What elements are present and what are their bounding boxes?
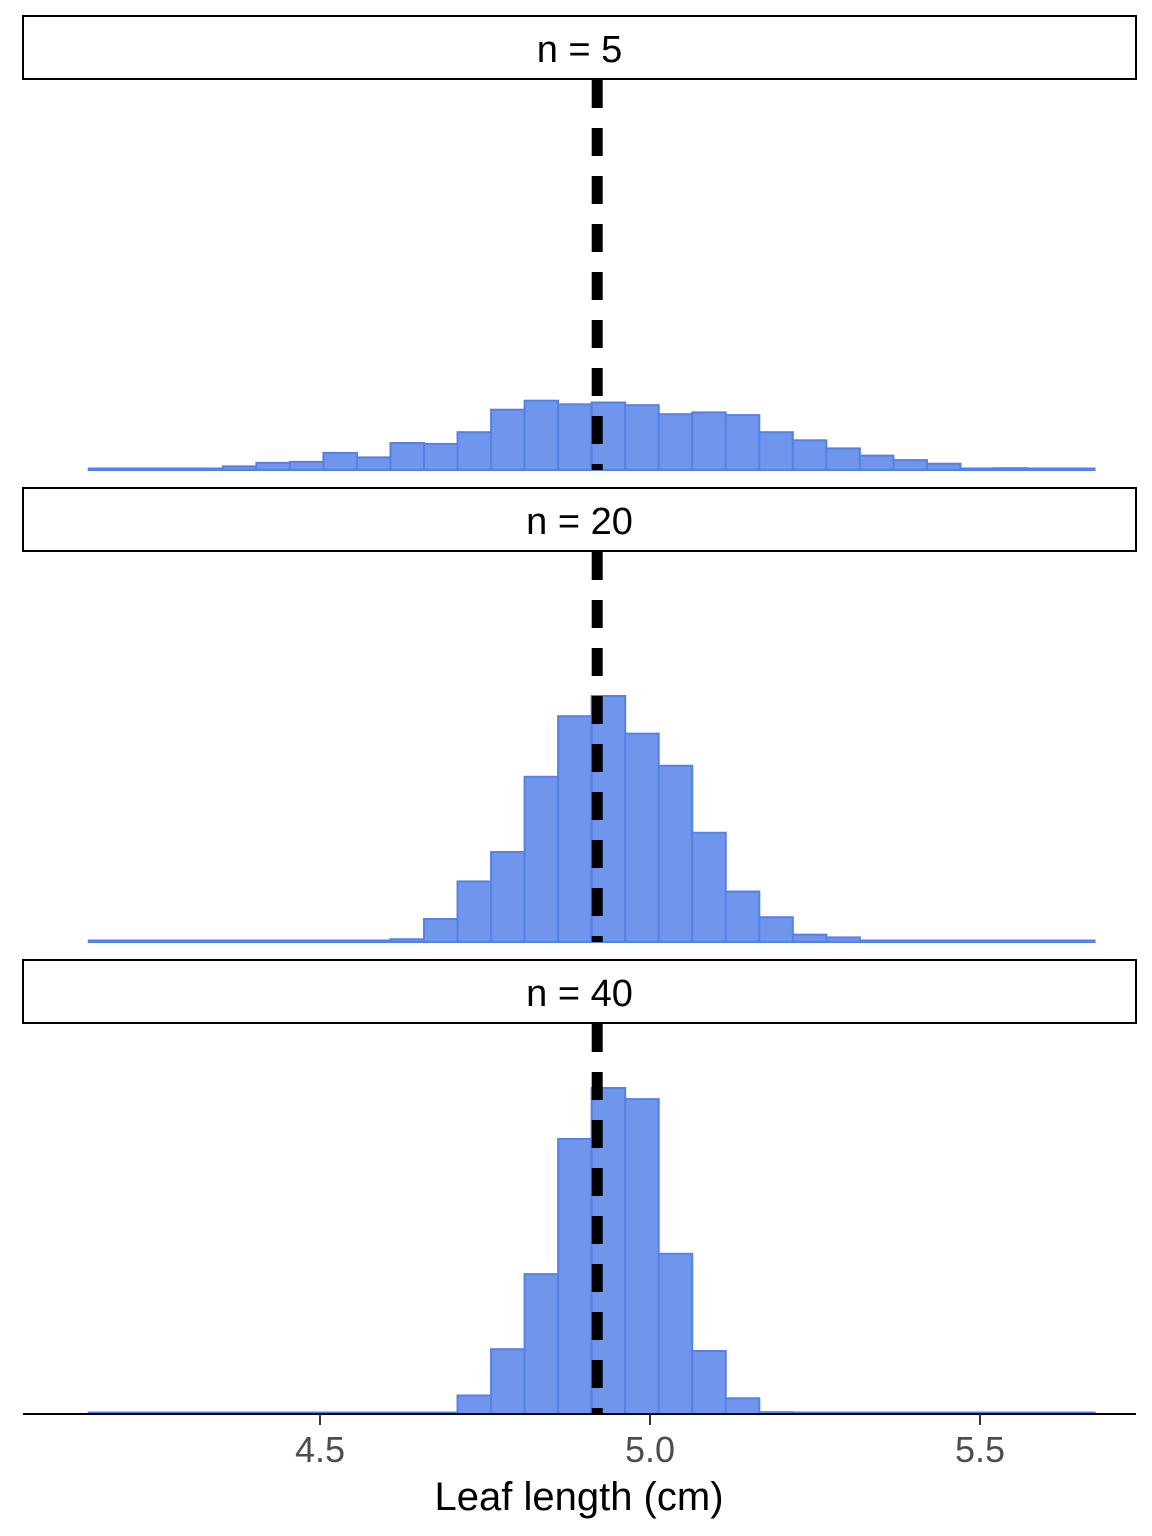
histogram-bar — [1060, 939, 1096, 943]
histogram-bar — [355, 456, 392, 471]
facet-2: n = 20 — [22, 487, 1137, 944]
histogram-bar — [992, 467, 1029, 472]
x-tick-label: 5.5 — [955, 1429, 1005, 1470]
histogram-bar — [490, 851, 526, 943]
histogram-bar — [1026, 467, 1063, 471]
histogram-bar — [188, 467, 224, 471]
histogram-bar — [255, 461, 291, 471]
histogram-bars — [87, 695, 1096, 944]
histogram-bar — [322, 451, 358, 471]
histogram-bar — [523, 399, 560, 472]
facet-panels: n = 5 n = 20 n = 40 — [22, 15, 1137, 1416]
histogram-bar — [892, 459, 928, 472]
histogram-bar — [490, 1348, 526, 1416]
histogram-bar — [121, 939, 157, 943]
x-axis-title: Leaf length (cm) — [434, 1475, 723, 1519]
facet-strip-label: n = 40 — [526, 973, 633, 1015]
histogram-bar — [423, 918, 459, 943]
histogram-bar — [858, 939, 895, 943]
x-tick-label: 4.5 — [295, 1429, 345, 1470]
histogram-bar — [557, 403, 593, 471]
histogram-bar — [825, 936, 861, 943]
histogram-bar — [523, 775, 560, 944]
histogram-bar — [322, 939, 358, 943]
facet-strip — [22, 959, 1137, 1024]
histogram-bar — [154, 467, 191, 471]
histogram-bar — [557, 715, 593, 943]
histogram-bar — [389, 442, 426, 471]
x-axis-ticks: 4.5 5.0 5.5 — [295, 1414, 1005, 1470]
histogram-bar — [758, 431, 794, 472]
histogram-bar — [925, 939, 962, 943]
histogram-bar — [1026, 939, 1063, 943]
histogram-bar — [657, 1252, 694, 1416]
histogram-bar — [1060, 467, 1096, 471]
histogram-bar — [87, 467, 124, 471]
histogram-bar — [423, 442, 459, 471]
histogram-bar — [188, 939, 224, 943]
histogram-bar — [791, 439, 828, 471]
histogram-bar — [691, 411, 727, 471]
histogram-bar — [624, 404, 660, 472]
histogram-bar — [858, 454, 895, 472]
histogram-bar — [657, 764, 694, 944]
histogram-bar — [557, 1137, 593, 1415]
histogram-bar — [791, 933, 828, 943]
histogram-bar — [724, 414, 761, 472]
histogram-bar — [724, 890, 761, 944]
histogram-bar — [925, 462, 962, 472]
histogram-bar — [456, 880, 493, 943]
x-tick-label: 5.0 — [625, 1429, 675, 1470]
histogram-bar — [154, 939, 191, 943]
histogram-bar — [121, 467, 157, 471]
histogram-bar — [221, 939, 258, 943]
histogram-bars — [87, 399, 1096, 472]
histogram-bar — [389, 938, 426, 943]
facet-strip — [22, 15, 1137, 80]
histogram-bar — [992, 939, 1029, 943]
histogram-bar — [724, 1397, 761, 1416]
histogram-bar — [523, 1273, 560, 1416]
histogram-bar — [355, 939, 392, 943]
histogram-bar — [288, 939, 325, 943]
facet-strip — [22, 487, 1137, 552]
histogram-bar — [255, 939, 291, 943]
facet-strip-label: n = 20 — [526, 501, 633, 543]
histogram-bar — [691, 831, 727, 944]
histogram-bar — [624, 732, 660, 943]
histogram-bar — [691, 1350, 727, 1416]
facet-1: n = 5 — [22, 15, 1137, 472]
histogram-bar — [288, 460, 325, 471]
histogram-bar — [825, 447, 861, 471]
histogram-bar — [87, 939, 124, 943]
facet-3: n = 40 — [22, 959, 1137, 1416]
histogram-bar — [221, 465, 258, 471]
histogram-bar — [892, 939, 928, 943]
histogram-bar — [490, 408, 526, 472]
facet-strip-label: n = 5 — [537, 29, 623, 71]
histogram-bar — [959, 467, 995, 471]
histogram-bar — [959, 939, 995, 943]
histogram-bar — [657, 413, 694, 472]
histogram-bar — [624, 1098, 660, 1415]
histogram-bar — [456, 431, 493, 472]
histogram-bars — [87, 1087, 1096, 1416]
histogram-bar — [456, 1394, 493, 1415]
histogram-bar — [758, 916, 794, 943]
